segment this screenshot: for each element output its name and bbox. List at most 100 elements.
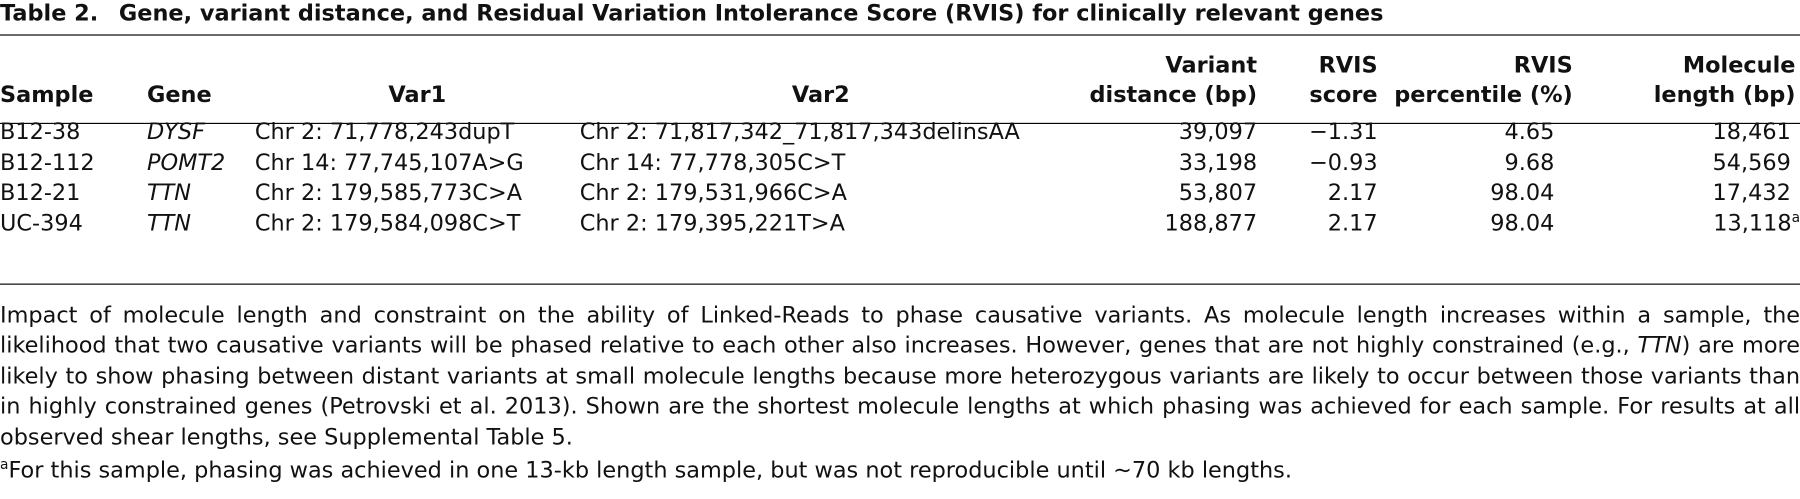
cell-text: −0.93 bbox=[1308, 148, 1378, 176]
column-header: Molecule length (bp) bbox=[1573, 51, 1800, 118]
table-cell: −0.93 bbox=[1266, 148, 1387, 178]
cell-text: TTN bbox=[146, 179, 192, 206]
table-label: Table 2. bbox=[0, 0, 99, 27]
cell-text: Chr 14: 77,745,107A>G bbox=[254, 148, 524, 176]
table-cell: 98.04 bbox=[1387, 178, 1573, 208]
cell-text: Chr 2: 179,584,098C>T bbox=[254, 209, 521, 237]
table-cell: 13,118a bbox=[1573, 208, 1800, 238]
table-cell: 39,097 bbox=[1062, 117, 1266, 147]
table-cell: B12-21 bbox=[0, 178, 138, 208]
cell-text: 33,198 bbox=[1178, 148, 1258, 176]
cell-text: Chr 2: 179,585,773C>A bbox=[254, 179, 523, 206]
cell-text: 54,569 bbox=[1712, 148, 1791, 176]
table-cell: 54,569 bbox=[1573, 148, 1800, 178]
table-cell: Chr 2: 179,531,966C>A bbox=[580, 178, 1062, 208]
header-line: Molecule bbox=[1682, 51, 1796, 79]
caption: Impact of molecule length and constraint… bbox=[0, 301, 1800, 453]
cell-text: Chr 2: 71,817,342_71,817,343delinsAA bbox=[579, 118, 1020, 145]
table-cell: TTN bbox=[138, 208, 255, 238]
column-header: Var2 bbox=[580, 51, 1062, 118]
table-cell: 188,877 bbox=[1062, 208, 1266, 238]
header-line: Gene bbox=[146, 81, 212, 108]
title-text: Gene, variant distance, and Residual Var… bbox=[118, 0, 1384, 27]
table-title: Table 2. Gene, variant distance, and Resi… bbox=[0, 0, 1383, 26]
header-line: Variant bbox=[1165, 51, 1258, 79]
header-rule bbox=[0, 122, 1800, 124]
header-line: Sample bbox=[0, 81, 94, 108]
cell-text: Chr 2: 179,395,221T>A bbox=[579, 209, 845, 237]
cell-text: DYSF bbox=[146, 118, 205, 145]
cell-text: 4.65 bbox=[1504, 118, 1555, 145]
cell-text: 17,432 bbox=[1712, 179, 1791, 206]
column-header: Variant distance (bp) bbox=[1062, 51, 1266, 118]
cell-text: Chr 2: 71,778,243dupT bbox=[254, 118, 515, 145]
data-table: Sample Gene Var1 Var2 Variant distance (bp) RV… bbox=[0, 51, 1800, 239]
table-row: B12-112 POMT2 Chr 14: 77,745,107A>G Chr 14:… bbox=[0, 148, 1800, 178]
cell-text: 98.04 bbox=[1490, 209, 1555, 237]
table-cell: 2.17 bbox=[1266, 178, 1387, 208]
column-header: Var1 bbox=[255, 51, 580, 118]
table-cell: Chr 14: 77,778,305C>T bbox=[580, 148, 1062, 178]
table-cell: 4.65 bbox=[1387, 117, 1573, 147]
footnote-text: For this sample, phasing was achieved in… bbox=[8, 456, 1292, 484]
table-cell: B12-38 bbox=[0, 117, 138, 147]
cell-text: B12-21 bbox=[0, 179, 81, 206]
table-cell: 2.17 bbox=[1266, 208, 1387, 238]
table-cell: 98.04 bbox=[1387, 208, 1573, 238]
table-cell: Chr 2: 71,778,243dupT bbox=[255, 117, 580, 147]
cell-text: 98.04 bbox=[1490, 179, 1555, 206]
cell-text: B12-38 bbox=[0, 118, 81, 145]
cell-text: TTN bbox=[146, 209, 192, 237]
column-header: Gene bbox=[138, 51, 255, 118]
column-header: Sample bbox=[0, 51, 138, 118]
table-cell: 17,432 bbox=[1573, 178, 1800, 208]
header-line: Var2 bbox=[791, 81, 850, 108]
header-row: Sample Gene Var1 Var2 Variant distance (bp) RV… bbox=[0, 51, 1800, 118]
table-cell: 18,461 bbox=[1573, 117, 1800, 147]
table-cell: Chr 2: 71,817,342_71,817,343delinsAA bbox=[580, 117, 1062, 147]
bottom-rule bbox=[0, 283, 1800, 285]
table-cell: Chr 14: 77,745,107A>G bbox=[255, 148, 580, 178]
table-row: UC-394 TTN Chr 2: 179,584,098C>T Chr 2: 179… bbox=[0, 208, 1800, 238]
table-cell: 53,807 bbox=[1062, 178, 1266, 208]
cell-text: 2.17 bbox=[1327, 209, 1378, 237]
header-line: RVIS bbox=[1513, 51, 1573, 79]
table-row: B12-21 TTN Chr 2: 179,585,773C>A Chr 2: 179… bbox=[0, 178, 1800, 208]
cell-text: Chr 2: 179,531,966C>A bbox=[579, 179, 847, 206]
table-cell: UC-394 bbox=[0, 208, 138, 238]
caption-text: ) are more likely to show phasing betwee… bbox=[0, 332, 1800, 450]
cell-text: UC-394 bbox=[0, 209, 83, 237]
table-cell: −1.31 bbox=[1266, 117, 1387, 147]
table-cell: Chr 2: 179,585,773C>A bbox=[255, 178, 580, 208]
header-line: RVIS bbox=[1318, 51, 1378, 79]
table-cell: Chr 2: 179,395,221T>A bbox=[580, 208, 1062, 238]
cell-text: 9.68 bbox=[1504, 148, 1555, 176]
cell-text: POMT2 bbox=[146, 148, 226, 176]
cell-text: 2.17 bbox=[1327, 179, 1378, 206]
header-line: length (bp) bbox=[1653, 81, 1796, 108]
column-header: RVIS percentile (%) bbox=[1387, 51, 1573, 118]
header-line: distance (bp) bbox=[1089, 81, 1258, 108]
table-cell: DYSF bbox=[138, 117, 255, 147]
table-cell: POMT2 bbox=[138, 148, 255, 178]
caption-text: Impact of molecule length and constraint… bbox=[0, 301, 1800, 359]
cell-text: 13,118 bbox=[1713, 209, 1792, 237]
cell-text: 18,461 bbox=[1712, 118, 1791, 145]
header-line: Var1 bbox=[388, 81, 447, 108]
table-cell: 33,198 bbox=[1062, 148, 1266, 178]
cell-text: −1.31 bbox=[1308, 118, 1378, 145]
footnote: aFor this sample, phasing was achieved i… bbox=[0, 457, 1292, 483]
cell-text: 53,807 bbox=[1178, 179, 1258, 206]
table-row: B12-38 DYSF Chr 2: 71,778,243dupT Chr 2: 71… bbox=[0, 117, 1800, 147]
cell-text: B12-112 bbox=[0, 148, 95, 176]
top-rule bbox=[0, 34, 1800, 36]
column-header: RVIS score bbox=[1266, 51, 1387, 118]
caption-gene: TTN bbox=[1637, 332, 1682, 359]
table-cell: TTN bbox=[138, 178, 255, 208]
header-line: score bbox=[1309, 81, 1378, 108]
cell-note: a bbox=[1791, 209, 1800, 226]
cell-text: 188,877 bbox=[1164, 209, 1258, 237]
table-body: B12-38 DYSF Chr 2: 71,778,243dupT Chr 2: 71… bbox=[0, 117, 1800, 239]
table-cell: Chr 2: 179,584,098C>T bbox=[255, 208, 580, 238]
cell-text: 39,097 bbox=[1178, 118, 1258, 145]
